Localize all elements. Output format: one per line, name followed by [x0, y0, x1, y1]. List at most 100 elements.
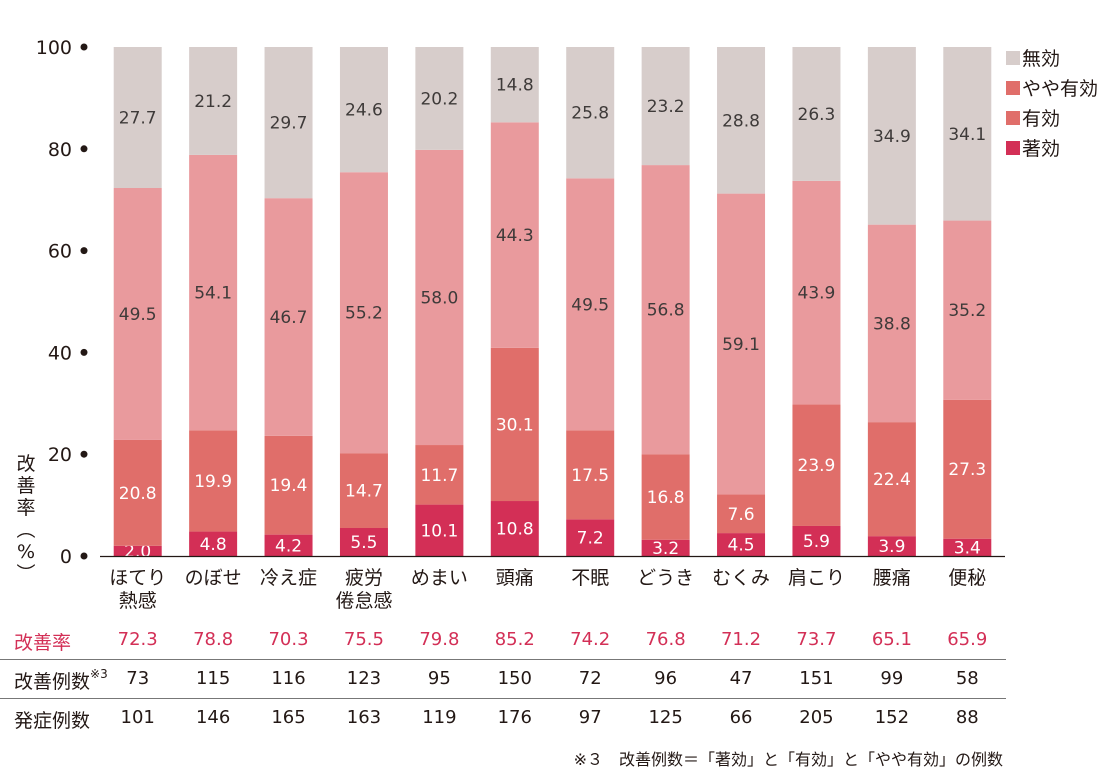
bar-segment [415, 149, 464, 446]
bar-data-label: 19.4 [270, 476, 308, 496]
legend-swatch [1006, 51, 1020, 65]
bar-segment [566, 47, 615, 179]
bar-data-label: 44.3 [496, 226, 534, 246]
bar-data-label: 26.3 [798, 105, 836, 125]
x-category-label: 倦怠感 [335, 590, 392, 612]
bar-segment [566, 430, 615, 520]
bar-data-label: 59.1 [722, 335, 760, 355]
bar-data-label: 17.5 [571, 466, 609, 486]
bar-segment [264, 534, 313, 556]
x-category-label: 頭痛 [496, 567, 534, 589]
y-tick-dot [80, 450, 88, 458]
table-row: 改善率 72.3 78.8 70.3 75.5 79.8 85.2 74.2 76.8 71.2 7… [0, 622, 1119, 658]
bar-data-label: 25.8 [571, 104, 609, 124]
y-tick-label: 20 [48, 444, 72, 466]
table-cell: 152 [874, 707, 910, 728]
x-category-label: 腰痛 [873, 567, 911, 589]
table-cell: 125 [648, 707, 683, 728]
table-divider [0, 698, 1006, 699]
bar-segment [189, 154, 238, 431]
bar-data-label: 43.9 [798, 284, 836, 304]
bar-data-label: 5.9 [803, 532, 830, 552]
bar-data-label: 16.8 [647, 488, 685, 508]
bar-data-label: 4.8 [200, 535, 227, 555]
table-cell: 73 [126, 668, 150, 689]
bar-data-label: 54.1 [194, 284, 232, 304]
table-row-label-note: ※3 [90, 667, 108, 681]
x-category-label: むくみ [712, 567, 770, 589]
bar-segment [339, 47, 388, 173]
bar-segment [339, 528, 388, 556]
table-cell: 47 [729, 668, 753, 689]
table-cell: 65.9 [947, 629, 988, 650]
bar-data-label: 34.9 [873, 127, 911, 147]
bar-segment [717, 533, 766, 556]
bar-data-label: 27.7 [119, 108, 157, 128]
y-tick-dot [80, 247, 88, 255]
bar-data-label: 38.8 [873, 314, 911, 334]
bar-segment [113, 47, 162, 188]
bar-segment [641, 454, 690, 540]
bar-data-label: 35.2 [948, 301, 986, 321]
table-cell: 151 [799, 668, 834, 689]
table-cell: 116 [271, 668, 306, 689]
table-cell: 85.2 [494, 629, 535, 650]
bar-data-label: 10.8 [496, 520, 534, 540]
bar-data-label: 3.2 [652, 539, 679, 559]
bar-segment [867, 536, 916, 556]
bar-segment [943, 220, 992, 400]
bar-segment [641, 165, 690, 455]
bar-segment [415, 47, 464, 150]
table-cell: 96 [654, 668, 678, 689]
bar-data-label: 27.3 [948, 460, 986, 480]
bar-data-label: 14.7 [345, 482, 383, 502]
table-cell: 115 [195, 668, 231, 689]
legend-swatch [1006, 111, 1020, 125]
legend-label: 無効 [1022, 48, 1060, 70]
bar-data-label: 23.2 [647, 97, 685, 117]
y-tick-label: 100 [36, 37, 72, 59]
bar-data-label: 7.2 [577, 529, 604, 549]
bar-segment [113, 439, 162, 546]
bar-data-label: 3.9 [878, 537, 905, 557]
y-tick-label: 60 [48, 241, 72, 263]
legend-swatch [1006, 81, 1020, 95]
bar-segment [867, 422, 916, 537]
bar-data-label: 20.2 [420, 89, 458, 109]
x-category-label: ほてり [109, 567, 166, 589]
x-category-label: 熱感 [119, 590, 157, 612]
legend-label: 著効 [1022, 138, 1060, 160]
bar-segment [943, 399, 992, 539]
table-cell: 78.8 [193, 629, 234, 650]
bar-segment [264, 198, 313, 436]
y-tick-dot [80, 552, 88, 560]
table-cell: 123 [346, 668, 382, 689]
bar-segment [264, 47, 313, 199]
bar-data-label: 22.4 [873, 470, 911, 490]
bar-segment [415, 504, 464, 556]
bar-data-label: 46.7 [270, 308, 308, 328]
table-cell: 119 [422, 707, 457, 728]
y-tick-label: 40 [48, 342, 72, 364]
table-cell: 95 [427, 668, 451, 689]
table-cell: 72.3 [117, 629, 158, 650]
bar-data-label: 34.1 [948, 125, 986, 145]
bar-data-label: 55.2 [345, 304, 383, 324]
table-cell: 74.2 [570, 629, 611, 650]
bar-segment [943, 47, 992, 221]
footnote: ※３ 改善例数＝「著効」と「有効」と「やや有効」の例数 [573, 750, 1003, 769]
bar-data-label: 24.6 [345, 101, 383, 121]
bar-segment [490, 47, 539, 123]
bar-data-label: 4.5 [728, 536, 755, 556]
x-category-label: 不眠 [571, 567, 609, 589]
y-tick-dot [80, 348, 88, 356]
bar-segment [415, 445, 464, 505]
bar-segment [792, 525, 841, 556]
bar-data-label: 19.9 [194, 472, 232, 492]
table-cell: 72 [578, 668, 602, 689]
table-cell: 163 [346, 707, 382, 728]
y-axis-label: 改善率︵% ︶ [16, 453, 35, 585]
bar-segment [339, 453, 388, 529]
bar-data-label: 49.5 [571, 295, 609, 315]
